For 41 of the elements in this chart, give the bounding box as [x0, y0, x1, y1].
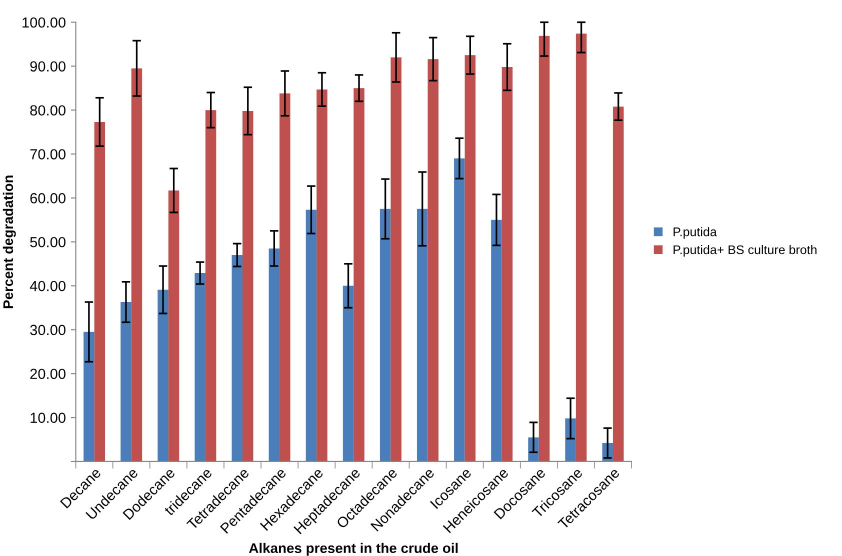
bar — [576, 34, 587, 462]
y-tick-label: 100.00 — [22, 17, 66, 28]
y-tick-label: 60.00 — [30, 193, 66, 204]
y-tick-label: 80.00 — [30, 105, 66, 116]
bar — [280, 93, 290, 462]
bar — [612, 106, 624, 462]
y-tick-label: 30.00 — [30, 324, 66, 336]
bar — [84, 332, 94, 462]
y-axis-title: Percent degradation — [2, 176, 16, 308]
bar — [242, 110, 254, 462]
bar — [342, 286, 354, 462]
bar — [205, 110, 216, 462]
bar — [464, 55, 476, 462]
bar — [268, 248, 280, 462]
x-axis-title: Alkanes present in the crude oil — [249, 542, 458, 556]
bar — [428, 59, 438, 462]
legend-label: P.putida+ BS culture broth — [674, 244, 816, 257]
bar — [380, 208, 391, 462]
bar — [416, 208, 428, 462]
bar — [354, 88, 364, 462]
bar — [232, 255, 242, 462]
y-tick-label: 90.00 — [30, 61, 66, 72]
bar — [502, 67, 513, 462]
bar — [538, 36, 550, 462]
bar — [316, 89, 328, 462]
y-tick-label: 10.00 — [30, 412, 66, 423]
bar — [390, 57, 402, 462]
bar — [168, 190, 180, 462]
bar — [454, 158, 465, 462]
y-tick-label: 70.00 — [30, 149, 66, 160]
bar — [158, 290, 168, 462]
bar — [94, 122, 106, 462]
bar — [194, 273, 206, 462]
bar — [306, 210, 317, 462]
bar — [491, 220, 502, 462]
bar — [131, 68, 142, 462]
legend-label: P.putida — [674, 227, 717, 239]
y-tick-label: 50.00 — [30, 236, 66, 248]
y-tick-label: 40.00 — [30, 280, 66, 292]
y-tick-label: 20.00 — [30, 368, 66, 380]
bar — [120, 302, 132, 462]
